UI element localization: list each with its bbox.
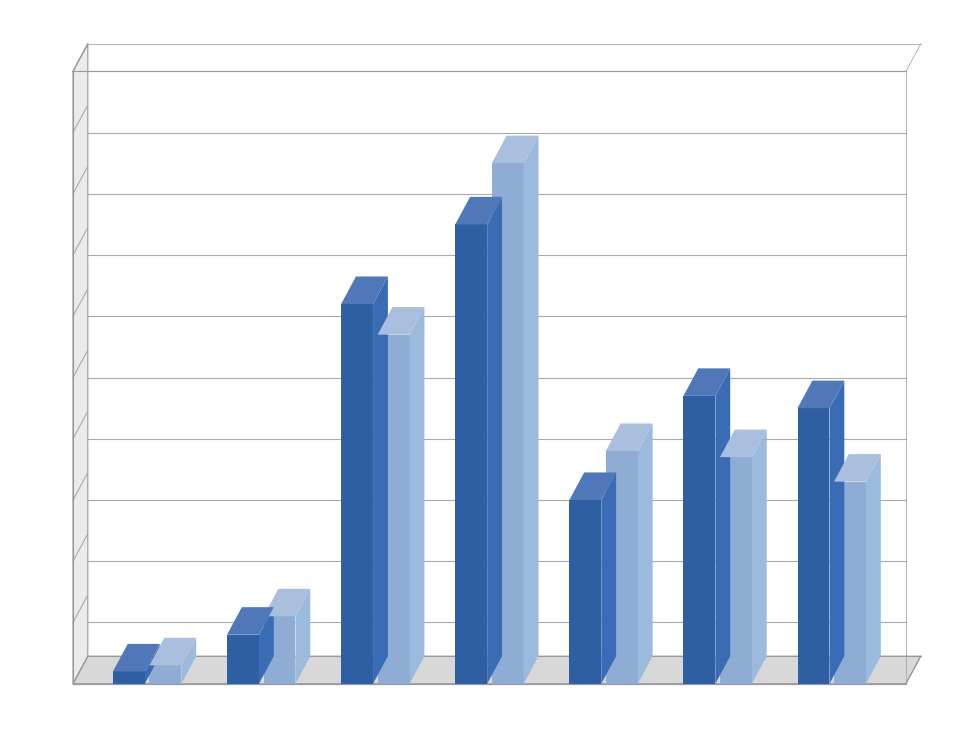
Polygon shape (605, 424, 653, 451)
Polygon shape (569, 500, 602, 684)
Polygon shape (263, 589, 310, 616)
Polygon shape (715, 368, 730, 684)
Polygon shape (834, 454, 881, 482)
Polygon shape (456, 196, 502, 224)
Polygon shape (409, 307, 425, 684)
Polygon shape (145, 644, 160, 684)
Polygon shape (378, 334, 409, 684)
Polygon shape (720, 430, 767, 457)
Polygon shape (149, 638, 196, 665)
Polygon shape (605, 451, 638, 684)
Polygon shape (378, 307, 425, 334)
Polygon shape (683, 368, 730, 396)
Polygon shape (602, 472, 616, 684)
Polygon shape (295, 589, 310, 684)
Polygon shape (834, 482, 866, 684)
Polygon shape (227, 608, 274, 634)
Polygon shape (341, 277, 388, 304)
Polygon shape (492, 164, 524, 684)
Polygon shape (798, 408, 829, 684)
Polygon shape (73, 44, 87, 684)
Polygon shape (866, 454, 881, 684)
Polygon shape (227, 634, 259, 684)
Polygon shape (487, 196, 502, 684)
Polygon shape (569, 472, 616, 500)
Polygon shape (73, 656, 921, 684)
Polygon shape (683, 396, 715, 684)
Polygon shape (829, 380, 845, 684)
Polygon shape (373, 277, 388, 684)
Polygon shape (259, 608, 274, 684)
Polygon shape (524, 136, 538, 684)
Polygon shape (263, 616, 295, 684)
Polygon shape (112, 644, 160, 671)
Polygon shape (182, 638, 196, 684)
Polygon shape (456, 224, 487, 684)
Polygon shape (638, 424, 653, 684)
Polygon shape (752, 430, 767, 684)
Polygon shape (720, 458, 752, 684)
Polygon shape (149, 665, 182, 684)
Polygon shape (798, 380, 845, 408)
Polygon shape (492, 136, 538, 164)
Polygon shape (112, 671, 145, 684)
Polygon shape (341, 304, 373, 684)
